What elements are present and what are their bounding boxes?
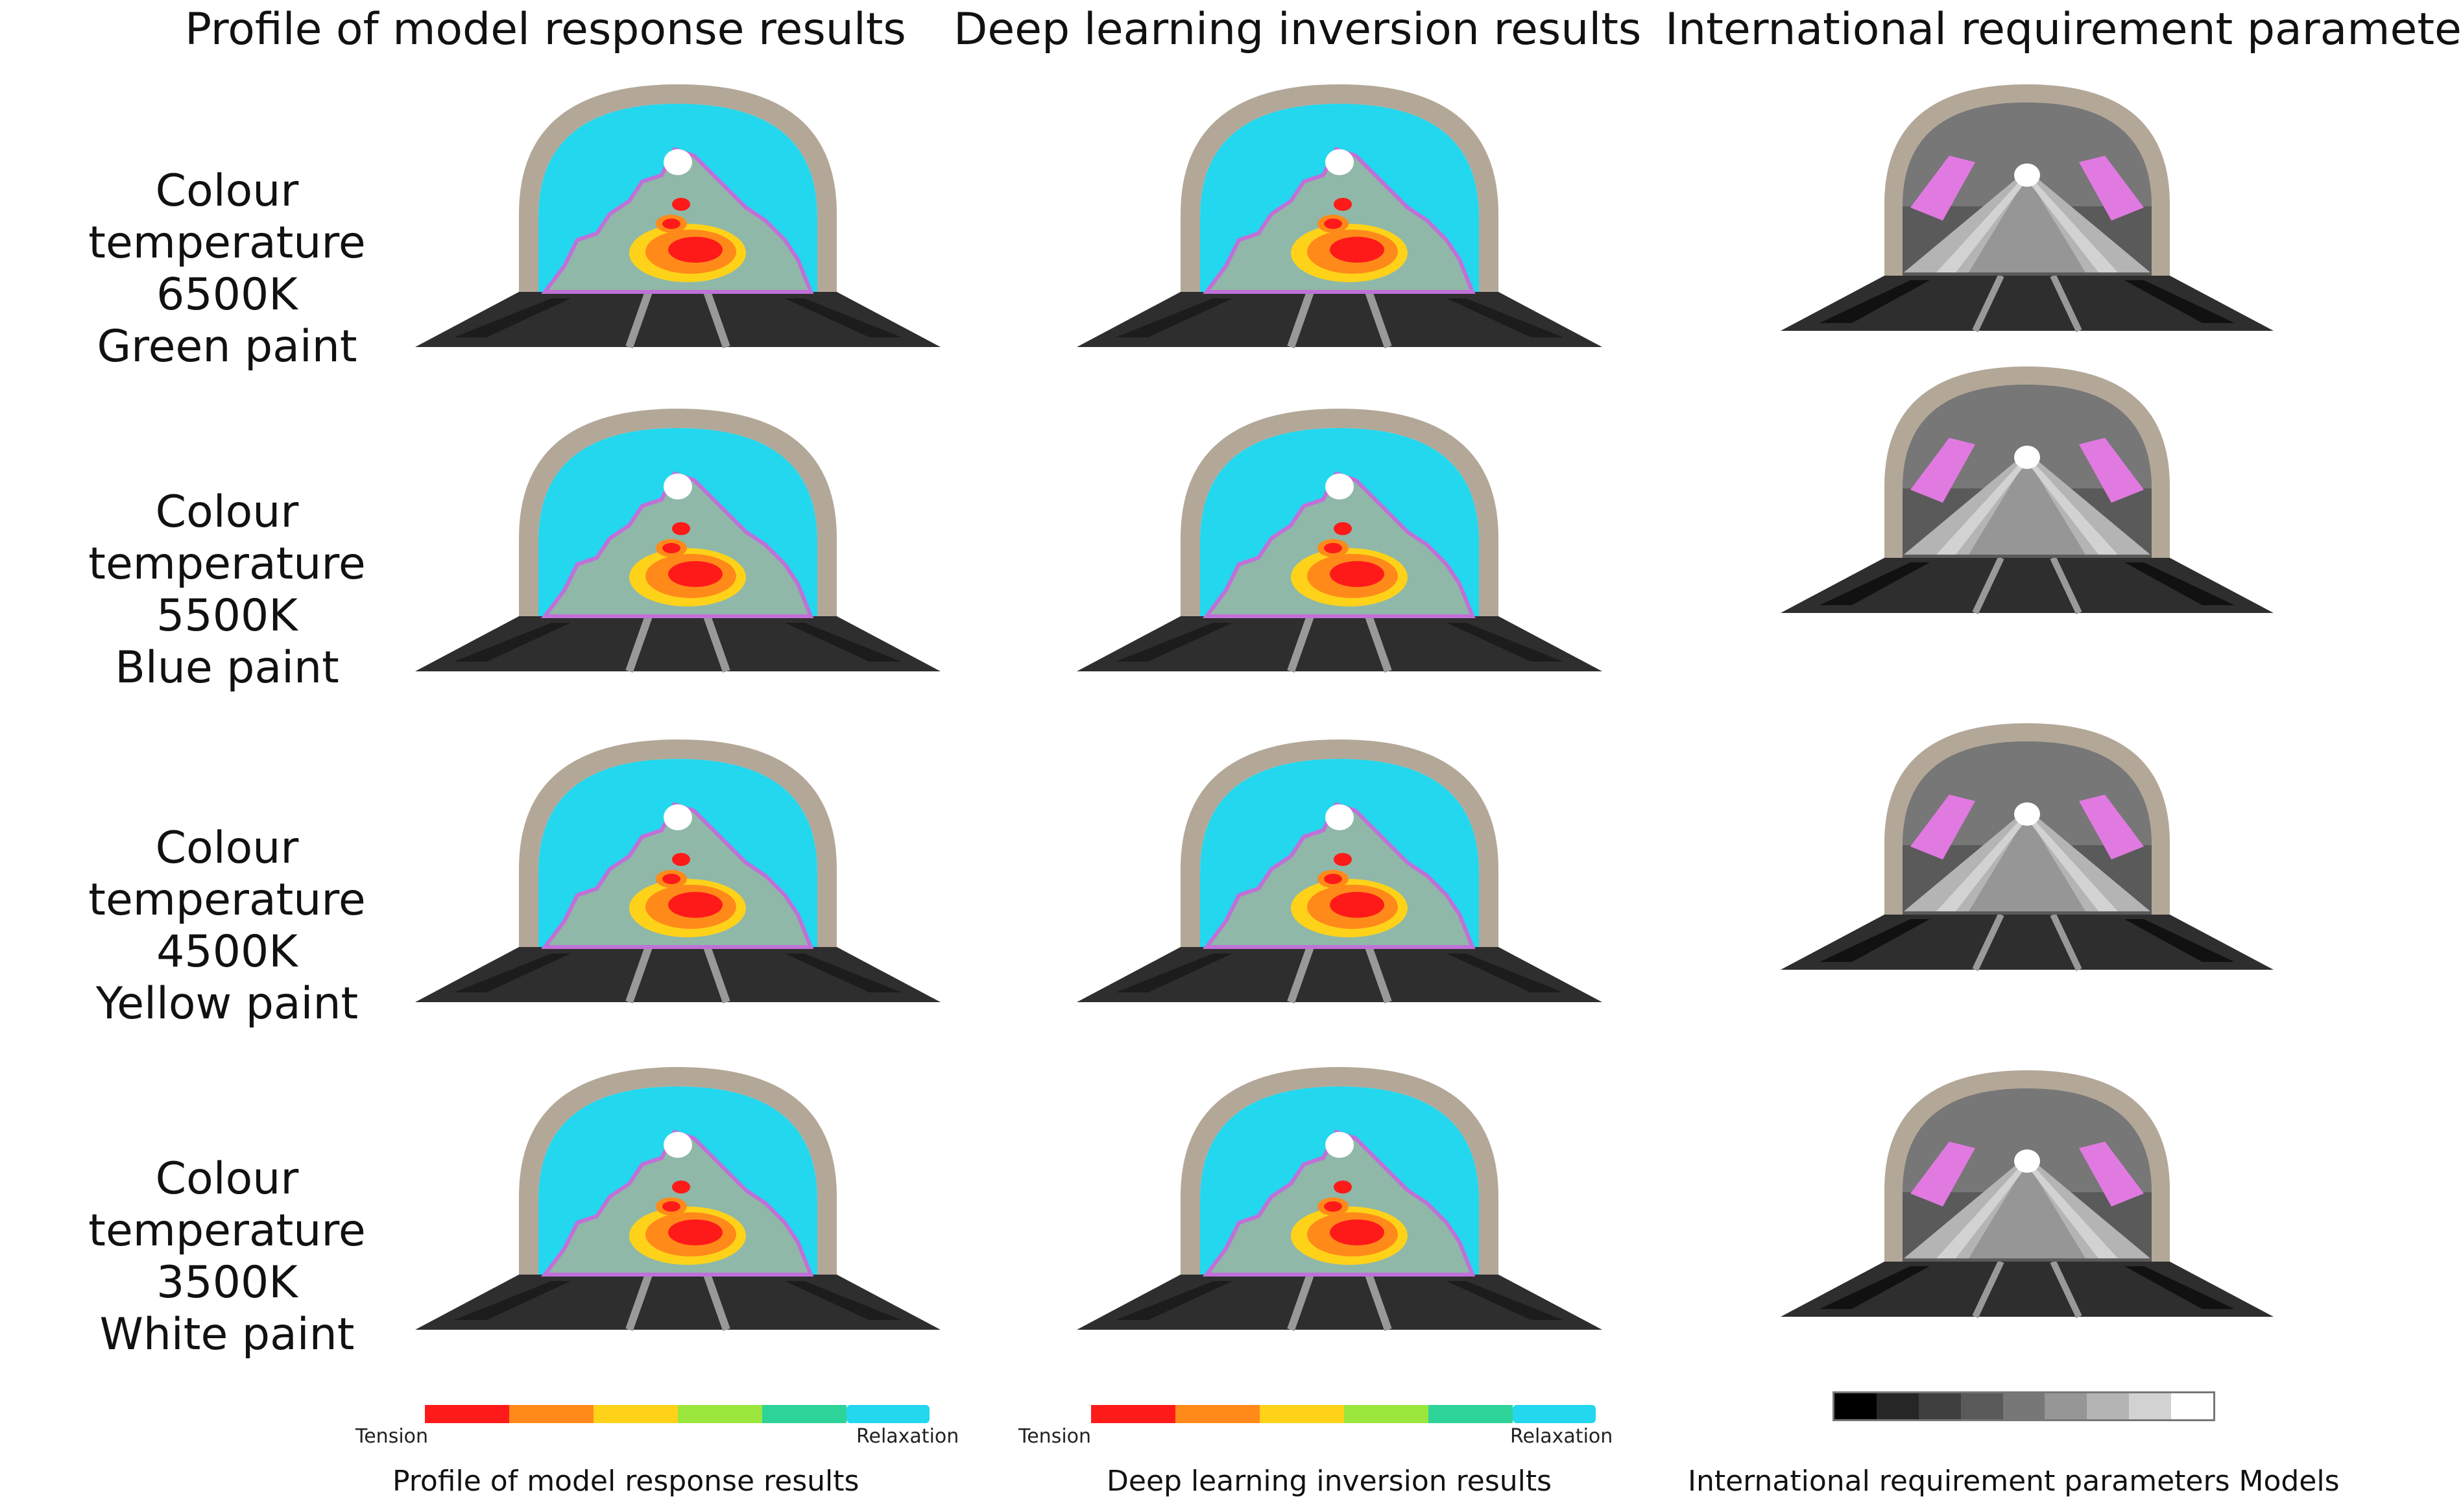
row-label-line1: Colour temperature xyxy=(88,486,366,590)
legend-left-label: Tension xyxy=(1018,1425,1092,1448)
row-label-line3: Green paint xyxy=(97,321,357,372)
legend-left-label: Tension xyxy=(355,1425,429,1448)
row-label-line2: 4500K xyxy=(156,926,298,978)
legend-right-label: Relaxation xyxy=(856,1425,959,1448)
model-response-tunnel-6500k xyxy=(415,78,941,350)
international-tunnel-3500k xyxy=(1781,1064,2274,1336)
international-tunnel-5500k xyxy=(1781,360,2274,632)
model-response-tunnel-5500k xyxy=(415,402,941,675)
legend-caption-international: International requirement parameters Mod… xyxy=(1688,1465,2340,1498)
row-label-line3: White paint xyxy=(99,1309,355,1360)
grayscale-legend xyxy=(1832,1391,2215,1421)
deep-learning-tunnel-5500k xyxy=(1077,402,1602,675)
heat-legend-model-response xyxy=(425,1405,930,1423)
legend-right-label: Relaxation xyxy=(1510,1425,1613,1448)
model-response-tunnel-3500k xyxy=(415,1061,941,1333)
row-label-3500k: Colour temperature 3500K White paint xyxy=(13,1153,441,1361)
deep-learning-tunnel-6500k xyxy=(1077,78,1602,350)
deep-learning-tunnel-3500k xyxy=(1077,1061,1602,1333)
column-title-deep-learning: Deep learning inversion results xyxy=(954,4,1642,55)
international-tunnel-4500k xyxy=(1781,717,2274,989)
row-label-5500k: Colour temperature 5500K Blue paint xyxy=(13,486,441,694)
legend-caption-model-response: Profile of model response results xyxy=(392,1465,859,1498)
row-label-line1: Colour temperature xyxy=(88,165,366,269)
row-label-line2: 5500K xyxy=(156,590,298,642)
row-label-line2: 3500K xyxy=(156,1257,298,1308)
column-title-model-response: Profile of model response results xyxy=(185,4,906,55)
row-label-line2: 6500K xyxy=(156,269,298,320)
legend-caption-deep-learning: Deep learning inversion results xyxy=(1107,1465,1552,1498)
row-label-line3: Blue paint xyxy=(115,642,339,693)
row-label-line1: Colour temperature xyxy=(88,1153,366,1256)
row-label-line3: Yellow paint xyxy=(95,978,359,1029)
row-label-6500k: Colour temperature 6500K Green paint xyxy=(13,165,441,373)
heat-legend-deep-learning xyxy=(1091,1405,1596,1423)
row-label-4500k: Colour temperature 4500K Yellow paint xyxy=(13,822,441,1030)
column-title-international: International requirement parameters xyxy=(1665,4,2463,55)
model-response-tunnel-4500k xyxy=(415,733,941,1005)
international-tunnel-6500k xyxy=(1781,78,2274,350)
row-label-line1: Colour temperature xyxy=(88,822,366,926)
deep-learning-tunnel-4500k xyxy=(1077,733,1602,1005)
